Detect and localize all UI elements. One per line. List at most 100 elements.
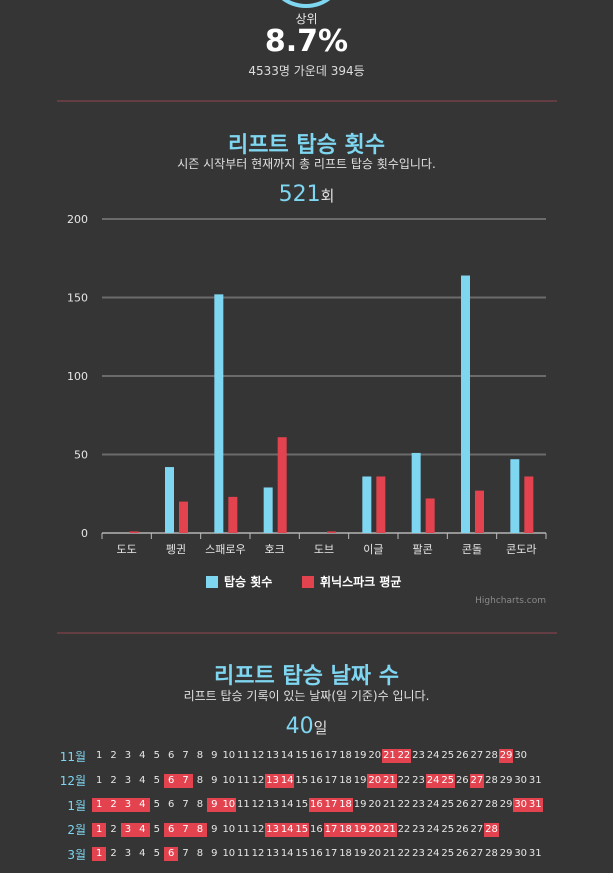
bar-rides	[411, 452, 421, 533]
bar-average	[475, 490, 484, 533]
calendar-day: 20	[368, 799, 382, 811]
calendar-day: 7	[182, 799, 189, 811]
bar-rides	[263, 487, 273, 533]
days-total-unit: 일	[313, 719, 328, 737]
calendar-day: 18	[339, 750, 352, 762]
calendar-day: 23	[412, 774, 425, 786]
bar-rides	[461, 275, 470, 533]
calendar-day: 14	[280, 750, 294, 762]
calendar-day: 31	[528, 848, 542, 860]
y-tick-label: 50	[74, 449, 88, 462]
calendar-day: 1	[92, 822, 107, 837]
calendar-day: 25	[441, 799, 455, 811]
calendar-day: 7	[182, 848, 189, 860]
calendar-day: 30	[514, 848, 528, 860]
calendar-day: 27	[470, 848, 484, 860]
x-tick-label: 콘돌	[462, 543, 482, 556]
calendar-day: 25	[440, 773, 456, 788]
calendar-day: 27	[469, 773, 485, 788]
calendar-day: 3	[124, 774, 132, 786]
calendar-day: 21	[382, 799, 396, 811]
calendar-day: 5	[153, 750, 160, 762]
bar-rides	[510, 459, 520, 533]
calendar-day: 25	[441, 750, 455, 762]
calendar-day: 1	[96, 774, 103, 786]
calendar-day: 19	[353, 774, 367, 786]
rank-circle	[268, 0, 344, 8]
calendar-day: 11	[237, 774, 250, 786]
calendar-day: 19	[353, 848, 367, 860]
calendar-day: 30	[513, 798, 528, 813]
calendar-day: 22	[397, 848, 411, 860]
days-section-title: 리프트 탑승 날짜 수	[214, 664, 399, 689]
calendar-day: 23	[412, 750, 425, 762]
calendar-day: 10	[222, 823, 236, 835]
calendar-day: 9	[207, 798, 222, 813]
calendar-day: 13	[266, 848, 279, 860]
legend-label: 휘닉스파크 평균	[320, 574, 401, 589]
legend-label: 탑승 횟수	[224, 574, 272, 589]
calendar-day: 10	[222, 774, 236, 786]
calendar-day: 20	[367, 773, 383, 788]
calendar-day: 1	[96, 750, 103, 762]
calendar-month-row: 1월 1 2 3 4 5 6 7 8 9 10 11 12 13 14 15 16 17 18 19 20 21 22 23 2…	[58, 793, 543, 818]
calendar-day: 29	[499, 774, 513, 786]
calendar-day: 12	[251, 750, 265, 762]
calendar-day: 22	[397, 799, 411, 811]
calendar-day: 9	[211, 774, 218, 786]
calendar-day: 19	[353, 750, 367, 762]
calendar-day: 8	[196, 750, 204, 762]
calendar-day: 24	[426, 750, 440, 762]
calendar-day: 9	[211, 848, 218, 860]
bar-rides	[214, 294, 224, 533]
lift-section-title: 리프트 탑승 횟수	[228, 133, 385, 158]
bar-average	[327, 531, 336, 533]
calendar-day: 29	[498, 749, 514, 764]
calendar-day: 17	[324, 774, 338, 786]
calendar-day: 2	[110, 750, 117, 762]
calendar-day: 19	[353, 799, 367, 811]
calendar-month-row: 11월 1 2 3 4 5 6 7 8 9 10 11 12 13 14 15 16 17 18 19 20 21 22 23…	[58, 744, 543, 769]
calendar-day: 12	[251, 848, 265, 860]
calendar-day: 2	[106, 798, 121, 813]
calendar-day: 25	[441, 848, 455, 860]
calendar-day: 21	[382, 822, 397, 837]
calendar-day: 12	[251, 823, 265, 835]
calendar-day: 24	[426, 799, 440, 811]
calendar-day: 10	[221, 798, 237, 813]
calendar-day: 21	[382, 848, 396, 860]
calendar-day: 17	[324, 750, 338, 762]
calendar-month-label: 11월	[59, 749, 86, 764]
calendar-day: 26	[455, 750, 469, 762]
calendar-day: 16	[310, 750, 323, 762]
calendar-day: 3	[124, 848, 132, 860]
x-tick-label: 이글	[363, 543, 383, 556]
days-total-value: 40	[285, 714, 314, 739]
calendar-day: 6	[163, 847, 179, 862]
calendar-day: 10	[222, 750, 236, 762]
calendar-day: 31	[528, 774, 542, 786]
chart-credits[interactable]: Highcharts.com	[475, 596, 546, 606]
ride-calendar: 11월 1 2 3 4 5 6 7 8 9 10 11 12 13 14 15 16 17 18 19 20 21 22 23…	[58, 744, 543, 867]
calendar-day: 27	[470, 823, 484, 835]
calendar-day: 31	[527, 798, 543, 813]
calendar-day: 8	[196, 848, 204, 860]
calendar-day: 4	[135, 798, 150, 813]
calendar-day: 13	[265, 822, 280, 837]
calendar-day: 2	[110, 823, 117, 835]
calendar-day: 16	[310, 774, 323, 786]
calendar-day: 11	[237, 823, 250, 835]
calendar-day: 12	[251, 799, 265, 811]
divider	[57, 100, 557, 102]
calendar-day: 16	[310, 848, 323, 860]
x-tick-label: 호크	[265, 543, 285, 556]
calendar-day: 3	[120, 822, 136, 837]
y-tick-label: 200	[67, 213, 88, 226]
calendar-day: 24	[425, 773, 441, 788]
calendar-day: 15	[294, 822, 310, 837]
calendar-day: 7	[178, 773, 193, 788]
lift-section-subtitle: 시즌 시작부터 현재까지 총 리프트 탑승 횟수입니다.	[177, 157, 436, 171]
calendar-day: 14	[280, 799, 294, 811]
calendar-day: 22	[396, 749, 412, 764]
bar-average	[277, 437, 287, 533]
